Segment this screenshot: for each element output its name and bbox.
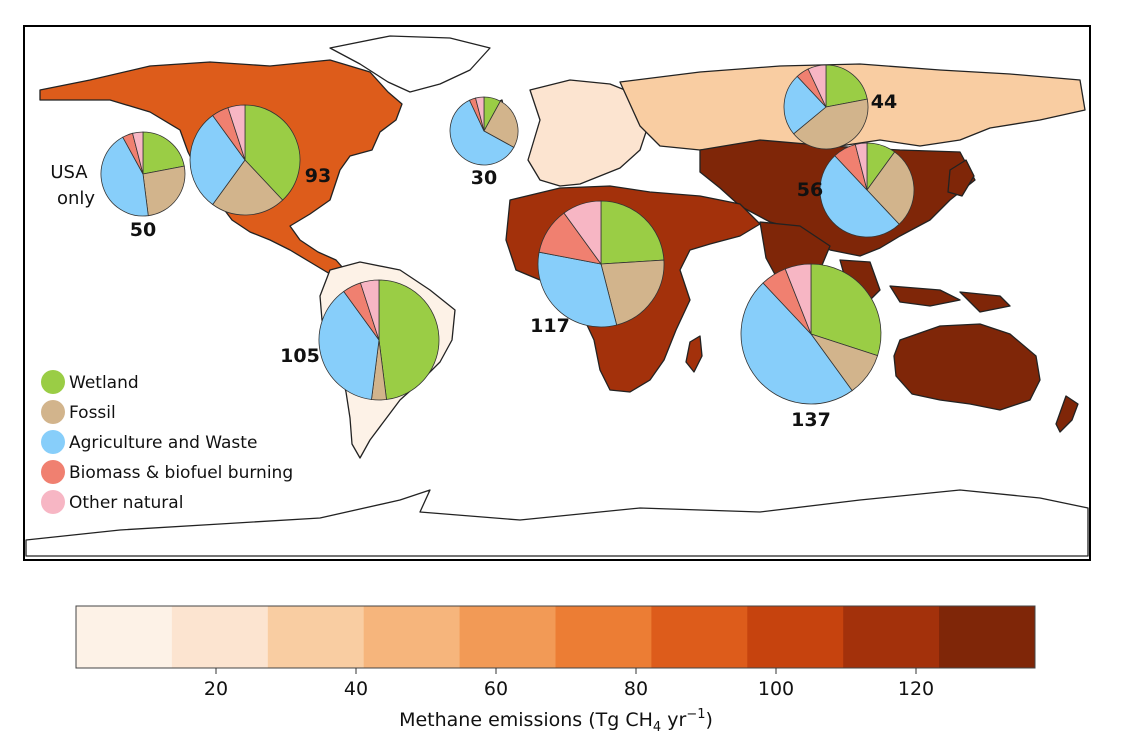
label-russia: 44: [871, 91, 897, 113]
pie-layer: [100, 64, 915, 405]
pie-slice-fossil: [212, 159, 284, 216]
pie-slice-other-natural: [784, 263, 812, 335]
colorbar-tick-label: 80: [624, 678, 648, 700]
label-africa: 117: [530, 315, 570, 337]
pie-slice-wetland: [600, 200, 665, 265]
pie-slice-wetland: [810, 263, 882, 357]
pie-slice-agriculture-waste: [318, 290, 380, 400]
pie-8: [740, 263, 882, 405]
pie-3: [449, 96, 519, 166]
pie-slice-fossil: [866, 151, 915, 225]
pie-5: [819, 142, 915, 238]
pie-slice-other-natural: [807, 64, 827, 108]
pie-slice-wetland: [825, 64, 868, 108]
land-greenland: [329, 35, 491, 93]
colorbar-ticks: 20 40 60 80 100 120: [204, 668, 934, 700]
pie-slice-other-natural: [563, 200, 602, 266]
legend-label-wetland: Wetland: [69, 373, 139, 393]
colorbar-bins: [76, 606, 1036, 668]
pie-slice-other-natural: [132, 131, 144, 175]
label-usa-line2: only: [57, 188, 95, 209]
land-europe: [527, 79, 651, 187]
colorbar-bin: [843, 606, 940, 668]
legend-label-fossil: Fossil: [69, 403, 116, 423]
colorbar-bin: [267, 606, 365, 668]
pie-slice-fossil: [142, 165, 186, 217]
pie-slice-agriculture-waste: [537, 251, 618, 328]
pie-slice-fossil: [600, 259, 665, 326]
pie-slice-other-natural: [854, 142, 868, 191]
pie-slice-agriculture-waste: [783, 75, 827, 135]
pie-6: [318, 279, 440, 401]
label-europe: 30: [471, 167, 497, 189]
pie-slice-fossil: [793, 98, 869, 150]
colorbar-tick-label: 20: [204, 678, 228, 700]
pie-slice-wetland: [244, 104, 301, 201]
pie-slice-agriculture-waste: [449, 99, 515, 166]
label-china: 56: [797, 179, 823, 201]
colorbar-tick-label: 100: [758, 678, 794, 700]
pie-slice-wetland: [378, 279, 440, 400]
label-south-america: 105: [280, 345, 320, 367]
legend-swatch-biomass-burning: [41, 460, 65, 484]
pie-slice-agriculture-waste: [740, 282, 853, 405]
pie-slice-agriculture-waste: [189, 114, 246, 206]
label-usa-line1: USA: [50, 162, 88, 183]
legend-label-biomass-burning: Biomass & biofuel burning: [69, 463, 293, 483]
pie-2: [100, 131, 186, 217]
colorbar-bin: [171, 606, 269, 668]
colorbar-tick-label: 60: [484, 678, 508, 700]
legend-label-agriculture-waste: Agriculture and Waste: [69, 433, 257, 453]
legend-swatch-wetland: [41, 370, 65, 394]
legend-swatch-other-natural: [41, 490, 65, 514]
legend-label-other-natural: Other natural: [69, 493, 183, 513]
colorbar-title: Methane emissions (Tg CH4 yr−1): [399, 707, 713, 735]
pie-slice-fossil: [483, 100, 519, 148]
pie-slice-agriculture-waste: [819, 155, 900, 238]
colorbar-tick-label: 120: [898, 678, 934, 700]
pie-7: [537, 200, 665, 328]
land-antarctica: [25, 489, 1089, 557]
colorbar-bin: [651, 606, 748, 668]
colorbar-bin: [459, 606, 556, 668]
pie-slice-wetland: [142, 131, 185, 175]
label-usa-total: 50: [130, 219, 156, 241]
category-legend: Wetland Fossil Agriculture and Waste Biomas…: [41, 370, 293, 514]
colorbar-bin: [555, 606, 652, 668]
pie-4: [783, 64, 869, 150]
land-japan: [947, 159, 975, 197]
colorbar-bin: [363, 606, 461, 668]
pie-slice-other-natural: [227, 104, 246, 161]
land-new-zealand: [1055, 395, 1079, 433]
colorbar-bin: [76, 606, 173, 668]
colorbar: 20 40 60 80 100 120 Methane emissions (Tg CH4…: [75, 605, 1036, 735]
land-australia: [893, 323, 1041, 411]
pie-slice-other-natural: [359, 279, 380, 341]
land-madagascar: [685, 335, 703, 373]
pie-1: [189, 104, 301, 216]
pie-slice-other-natural: [475, 96, 485, 132]
pie-slice-agriculture-waste: [100, 136, 149, 217]
colorbar-frame: [75, 605, 1036, 669]
colorbar-bin: [747, 606, 844, 668]
legend-swatch-fossil: [41, 400, 65, 424]
label-north-america: 93: [305, 165, 331, 187]
region-labels: 93 USA only 50 30 44 56 105 117 137: [50, 91, 897, 431]
colorbar-bin: [939, 606, 1036, 668]
colorbar-tick-label: 40: [344, 678, 368, 700]
legend-swatch-agriculture-waste: [41, 430, 65, 454]
label-se-asia: 137: [791, 409, 831, 431]
